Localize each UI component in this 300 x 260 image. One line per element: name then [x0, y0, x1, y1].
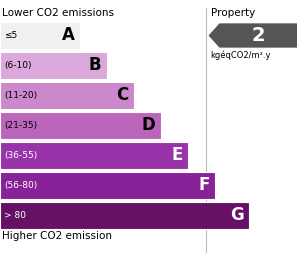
- Text: > 80: > 80: [4, 211, 26, 220]
- Text: D: D: [142, 116, 155, 134]
- Text: (6-10): (6-10): [4, 61, 31, 70]
- Bar: [0, 112, 160, 139]
- Text: ≤5: ≤5: [4, 31, 17, 40]
- Text: (56-80): (56-80): [4, 181, 37, 190]
- Bar: [0, 22, 80, 49]
- Text: (36-55): (36-55): [4, 151, 37, 160]
- Text: G: G: [230, 206, 244, 224]
- Text: Higher CO2 emission: Higher CO2 emission: [2, 231, 112, 241]
- Text: Property: Property: [211, 8, 255, 18]
- Text: A: A: [61, 27, 74, 44]
- Text: B: B: [89, 56, 101, 75]
- Bar: [0, 82, 134, 109]
- Text: C: C: [116, 87, 128, 105]
- Text: F: F: [198, 177, 209, 194]
- Bar: [0, 202, 249, 229]
- Bar: [0, 52, 106, 79]
- Text: Lower CO2 emissions: Lower CO2 emissions: [2, 8, 114, 18]
- Bar: [0, 142, 188, 169]
- Text: kgéqCO2/m².y: kgéqCO2/m².y: [211, 51, 271, 60]
- Text: (21-35): (21-35): [4, 121, 37, 130]
- Text: E: E: [171, 146, 182, 165]
- Bar: [0, 172, 214, 199]
- Polygon shape: [208, 23, 297, 48]
- Text: (11-20): (11-20): [4, 91, 37, 100]
- Text: 2: 2: [251, 26, 265, 45]
